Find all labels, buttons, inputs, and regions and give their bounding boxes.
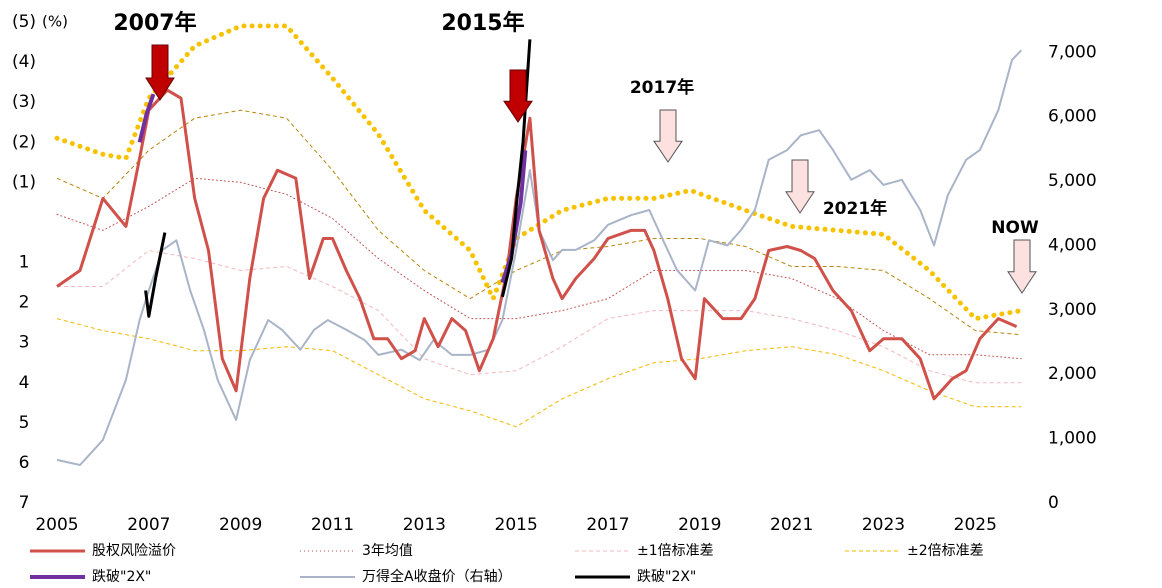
- y-tick-label: 7: [19, 493, 30, 513]
- x-tick-label: 2005: [35, 515, 78, 535]
- y2-tick-label: 6,000: [1048, 107, 1097, 127]
- x-tick-label: 2015: [495, 515, 538, 535]
- legend-label: ±1倍标准差: [637, 543, 714, 559]
- series-line: [137, 93, 528, 284]
- x-tick-label: 2013: [403, 515, 446, 535]
- y2-tick-label: 1,000: [1048, 429, 1097, 449]
- annotation: 2007年: [113, 10, 196, 36]
- y2-tick-label: 3,000: [1048, 300, 1097, 320]
- y2-tick-label: 7,000: [1048, 42, 1097, 62]
- legend-label: 跌破"2X": [92, 569, 151, 585]
- y-tick-label: 5: [19, 413, 30, 433]
- x-tick-label: 2023: [862, 515, 905, 535]
- annotation: NOW: [991, 218, 1039, 238]
- y-tick-label: 6: [19, 453, 30, 473]
- series-line: [56, 109, 1022, 336]
- x-tick-label: 2007: [127, 515, 170, 535]
- y2-tick-label: 2,000: [1048, 364, 1097, 384]
- y-unit: (%): [42, 13, 68, 31]
- series-line: [54, 23, 1024, 322]
- y-tick-label: 2: [19, 293, 30, 313]
- annotation: 2017年: [630, 77, 694, 98]
- legend-label: 3年均值: [362, 543, 413, 559]
- legend-label: 跌破"2X": [637, 569, 696, 585]
- y-tick-label: (2): [12, 132, 36, 152]
- legend-label: 股权风险溢价: [92, 543, 176, 559]
- x-tick-label: 2011: [311, 515, 354, 535]
- annotation: 2015年: [441, 10, 524, 36]
- x-tick-label: 2025: [954, 515, 997, 535]
- y-tick-label: (4): [12, 52, 36, 72]
- y-tick-label: (3): [12, 92, 36, 112]
- y2-tick-label: 0: [1048, 493, 1059, 513]
- y-tick-label: 1: [19, 253, 30, 273]
- y-tick-label: 4: [19, 373, 30, 393]
- x-tick-label: 2017: [586, 515, 629, 535]
- y-tick-label: 3: [19, 333, 30, 353]
- annotation-arrow: [503, 69, 533, 123]
- annotation-arrow: [1007, 239, 1037, 294]
- annotation-arrow: [145, 44, 175, 101]
- series-line: [56, 88, 1018, 401]
- annotation-arrow: [785, 159, 815, 214]
- y-tick-label: (5): [12, 12, 36, 32]
- annotation-arrow: [653, 109, 683, 163]
- x-tick-label: 2009: [219, 515, 262, 535]
- y2-tick-label: 4,000: [1048, 235, 1097, 255]
- series-line: [56, 177, 1022, 360]
- series-line: [56, 49, 1022, 466]
- legend-label: 万得全A收盘价（右轴）: [362, 568, 512, 585]
- x-tick-label: 2021: [770, 515, 813, 535]
- y-tick-label: (1): [12, 172, 36, 192]
- series-line: [56, 318, 1022, 428]
- y2-tick-label: 5,000: [1048, 171, 1097, 191]
- annotation: 2021年: [823, 198, 887, 219]
- series-line: [57, 250, 1022, 384]
- legend-label: ±2倍标准差: [907, 543, 984, 559]
- x-tick-label: 2019: [678, 515, 721, 535]
